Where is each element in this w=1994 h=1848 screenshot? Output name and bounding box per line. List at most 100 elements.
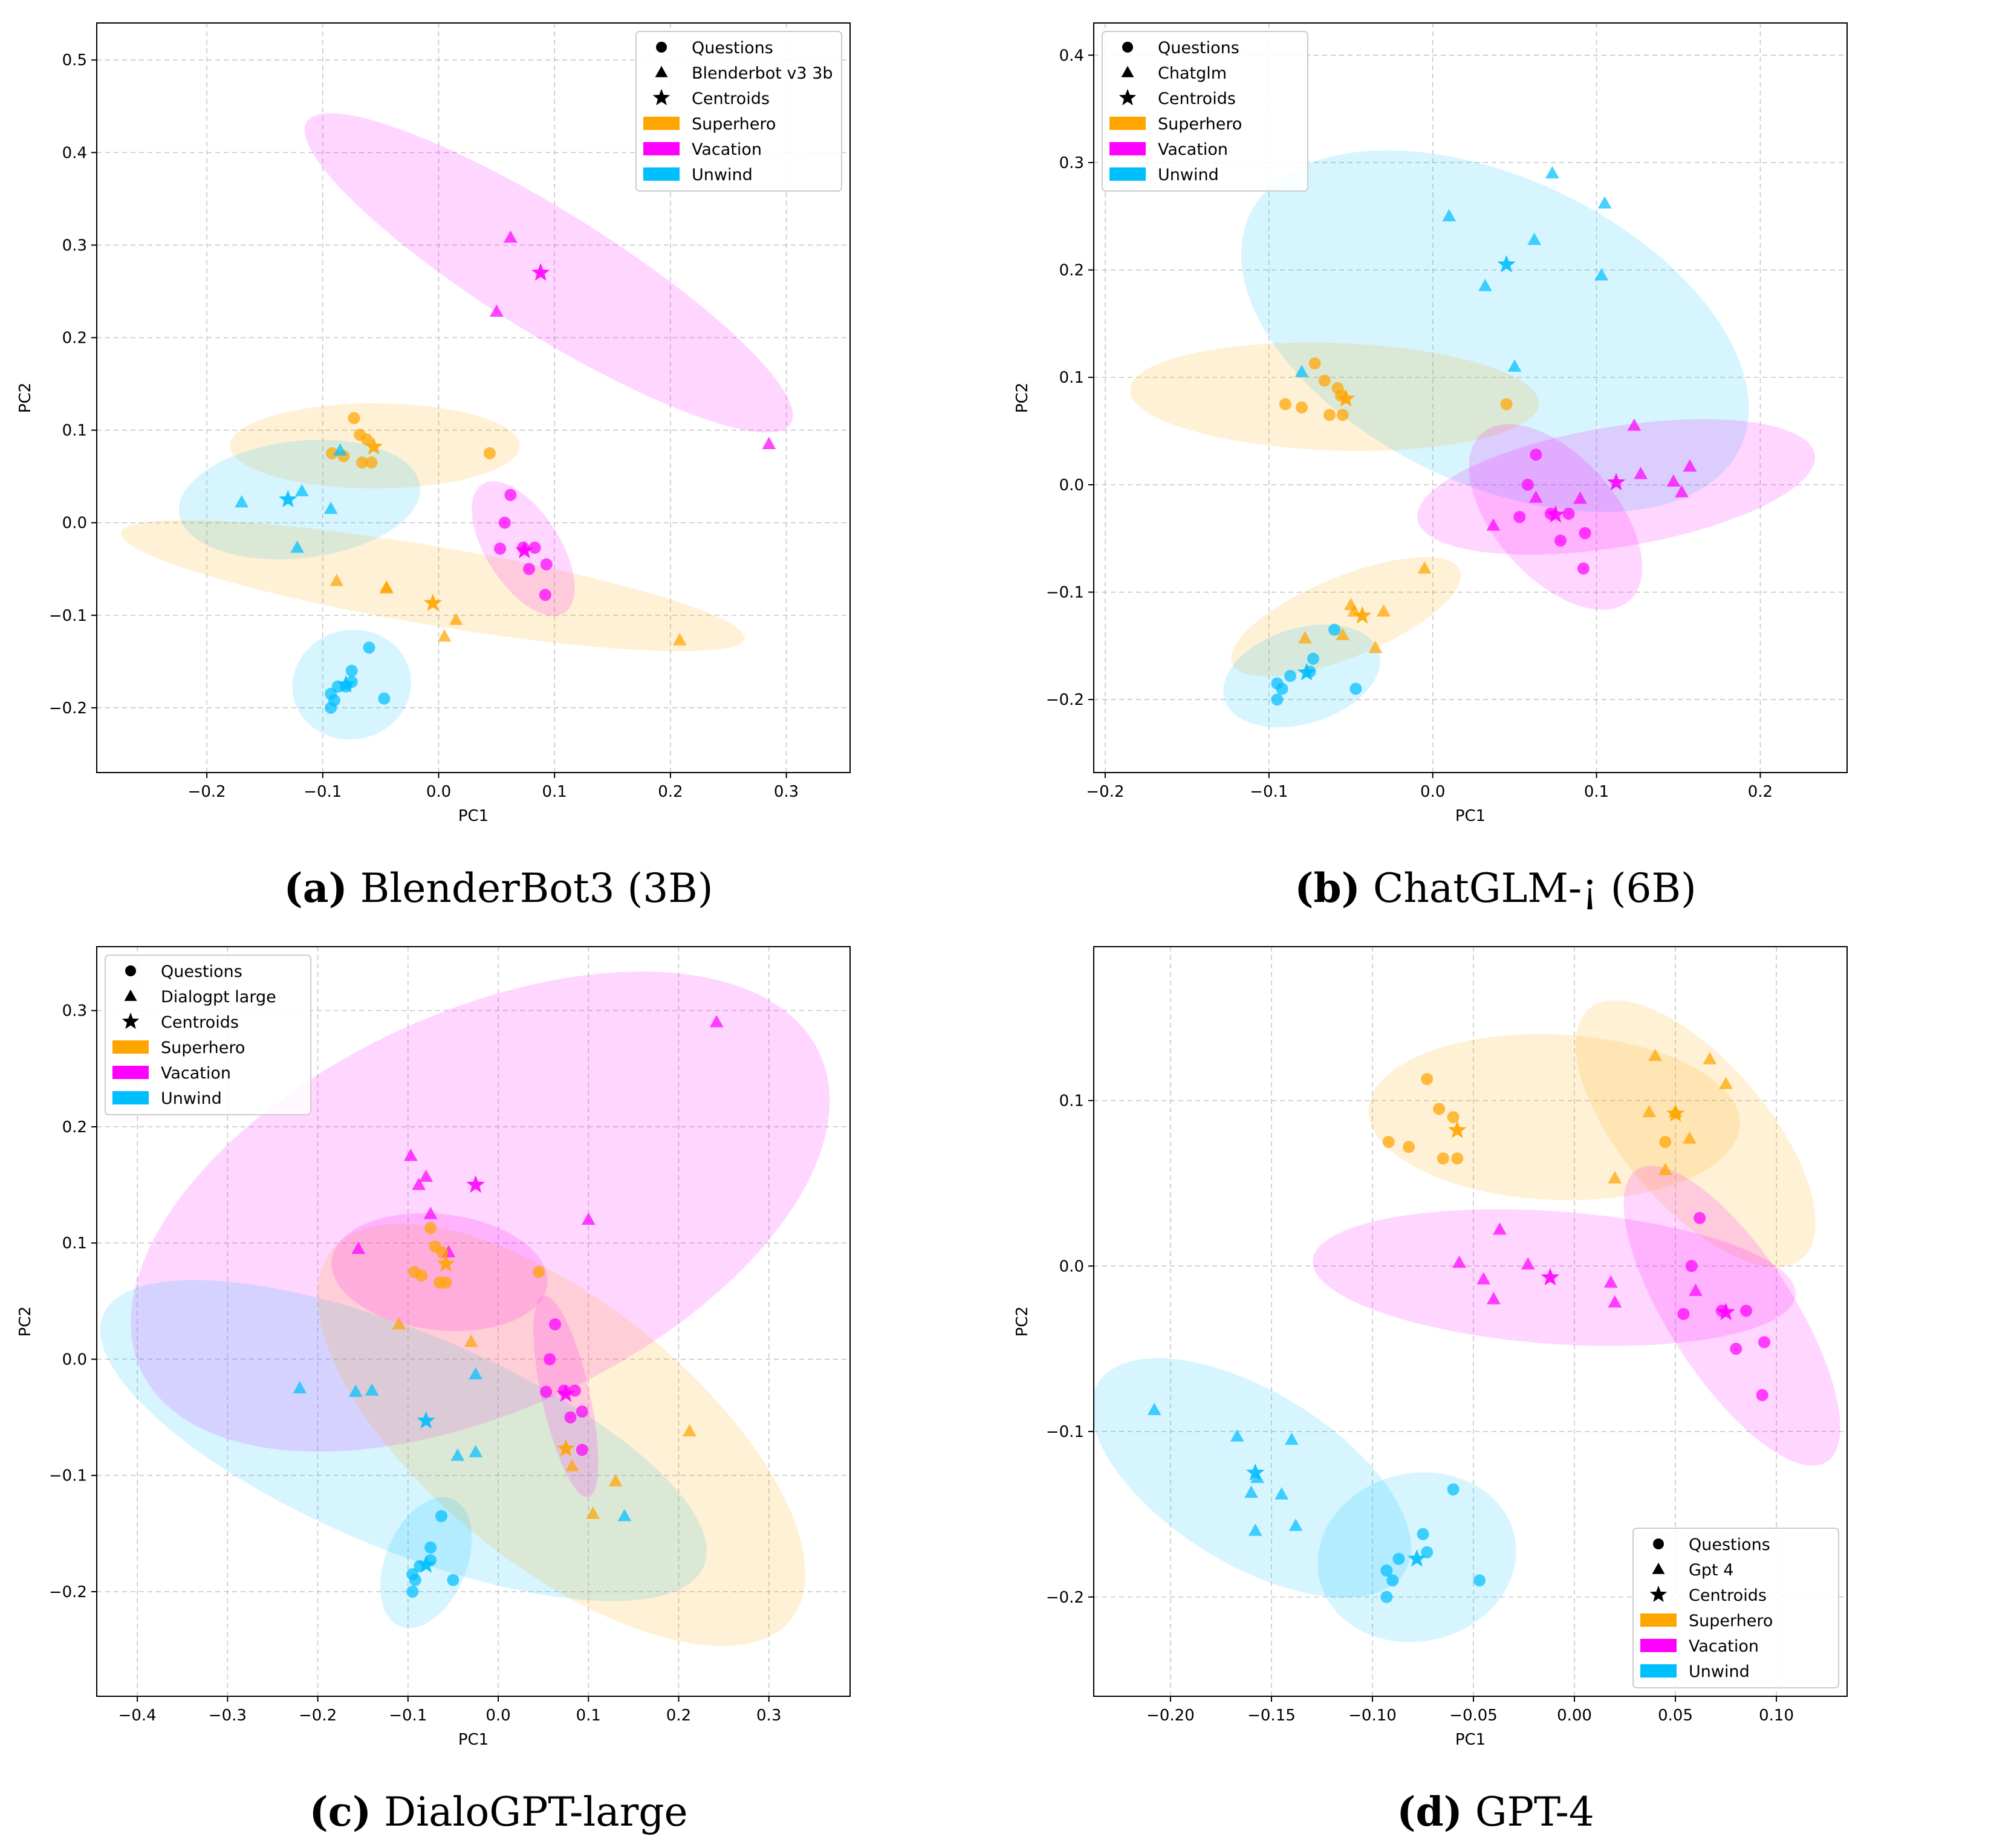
legend-label: Vacation [1158,140,1228,159]
point-response-superhero [449,612,463,625]
point-response-unwind [1230,1429,1244,1442]
legend-label: Questions [161,962,242,981]
point-response-superhero [1683,1131,1697,1144]
point-response-vacation [1689,1283,1703,1296]
point-question-vacation [1579,527,1591,539]
point-response-superhero [1703,1052,1717,1065]
point-response-unwind [450,1448,465,1461]
y-tick-label: 0.1 [62,1234,87,1253]
point-centroid-vacation [1606,473,1626,491]
point-question-superhero [365,456,378,469]
point-response-unwind [323,501,338,514]
point-response-vacation [1627,418,1642,431]
point-response-vacation [762,436,776,449]
point-response-unwind [294,484,309,497]
y-tick-label: 0.3 [62,236,87,255]
point-centroid-vacation [556,1384,576,1402]
point-question-unwind [345,664,358,677]
x-axis-label: PC1 [458,807,489,825]
y-tick-label: 0.4 [62,144,87,162]
point-centroid-superhero [1353,606,1372,624]
point-question-superhero [1447,1110,1460,1123]
point-centroid-vacation [466,1175,485,1193]
legend-label: Questions [1158,39,1239,57]
y-tick-label: 0.2 [62,1118,87,1136]
legend-marker-circle [1653,1538,1664,1549]
grid [97,23,850,773]
x-tick-label: 0.05 [1658,1707,1693,1725]
x-tick-label: −0.10 [1348,1707,1397,1725]
point-response-superhero [379,581,394,594]
legend-marker-triangle [1121,66,1134,77]
point-response-superhero [565,1459,579,1471]
point-question-unwind [1307,652,1319,665]
ellipse-superhero [1231,557,1461,677]
point-question-superhero [1500,398,1513,410]
point-question-vacation [540,558,553,571]
point-question-vacation [564,1411,577,1424]
point-response-superhero [1377,604,1391,617]
legend-label: Centroids [692,89,770,108]
point-question-superhero [1659,1136,1672,1149]
point-response-superhero [682,1424,697,1437]
point-response-superhero [392,1317,406,1330]
point-question-vacation [1562,507,1575,520]
legend-marker-circle [1122,42,1133,53]
ellipse-unwind [178,439,421,560]
point-response-superhero [330,574,344,586]
point-response-vacation [1521,1257,1535,1269]
point-question-unwind [1380,1564,1393,1577]
point-question-superhero [1308,357,1321,370]
point-response-vacation [1634,467,1648,479]
point-response-superhero [1608,1171,1622,1184]
y-axis-label: PC2 [16,383,34,413]
data-points [1147,1048,1771,1603]
grid [97,947,850,1696]
point-centroid-vacation [1546,505,1565,523]
legend-swatch [1109,167,1146,181]
legend-swatch [643,117,680,130]
point-question-superhero [440,1276,452,1289]
panel-chatglm: −0.2 −0.1 0.0 0.1 0.2 −0.2 −0.1 0.0 0.1 0.2 0.3 0.4… [997,0,1994,924]
point-response-unwind [1507,359,1522,372]
point-question-vacation [540,1386,553,1398]
point-question-unwind [1271,693,1284,706]
point-question-superhero [1433,1103,1446,1115]
point-centroid-unwind [1408,1549,1426,1567]
point-response-unwind [348,1384,363,1397]
y-tick-label: −0.2 [1046,1589,1084,1607]
legend-label: Chatglm [1158,64,1227,83]
y-tick-label: −0.1 [49,1467,87,1485]
point-response-superhero [1417,561,1432,574]
legend-label: Dialogpt large [161,988,276,1007]
point-question-superhero [1336,409,1349,421]
x-axis-label: PC1 [458,1731,489,1749]
legend-label: Blenderbot v3 3b [692,64,833,83]
point-question-superhero [326,447,339,459]
legend-marker-triangle [124,990,137,1001]
y-tick-label: 0.0 [1059,1257,1084,1276]
point-response-superhero [608,1474,623,1487]
point-response-vacation [1528,490,1543,503]
y-tick-label: 0.0 [62,514,87,533]
point-centroid-superhero [1666,1104,1685,1122]
point-response-vacation [1573,491,1587,504]
point-question-superhero [1451,1152,1464,1165]
point-question-superhero [1403,1141,1415,1153]
legend-swatch [643,142,680,155]
point-centroid-unwind [1497,255,1516,273]
point-response-unwind [1545,166,1559,179]
point-response-superhero [586,1506,600,1519]
point-question-unwind [1386,1574,1399,1587]
point-question-unwind [447,1574,460,1586]
y-tick-label: −0.1 [1046,1423,1084,1441]
point-question-unwind [1473,1574,1486,1587]
point-response-superhero [1642,1104,1657,1118]
point-response-unwind [293,1381,307,1393]
caption-letter: (c) [309,1788,372,1835]
point-question-superhero [1296,401,1308,413]
legend-swatch [1109,142,1146,155]
grid [1094,23,1847,773]
point-question-vacation [1530,449,1542,461]
x-tick-label: −0.1 [1250,783,1288,801]
